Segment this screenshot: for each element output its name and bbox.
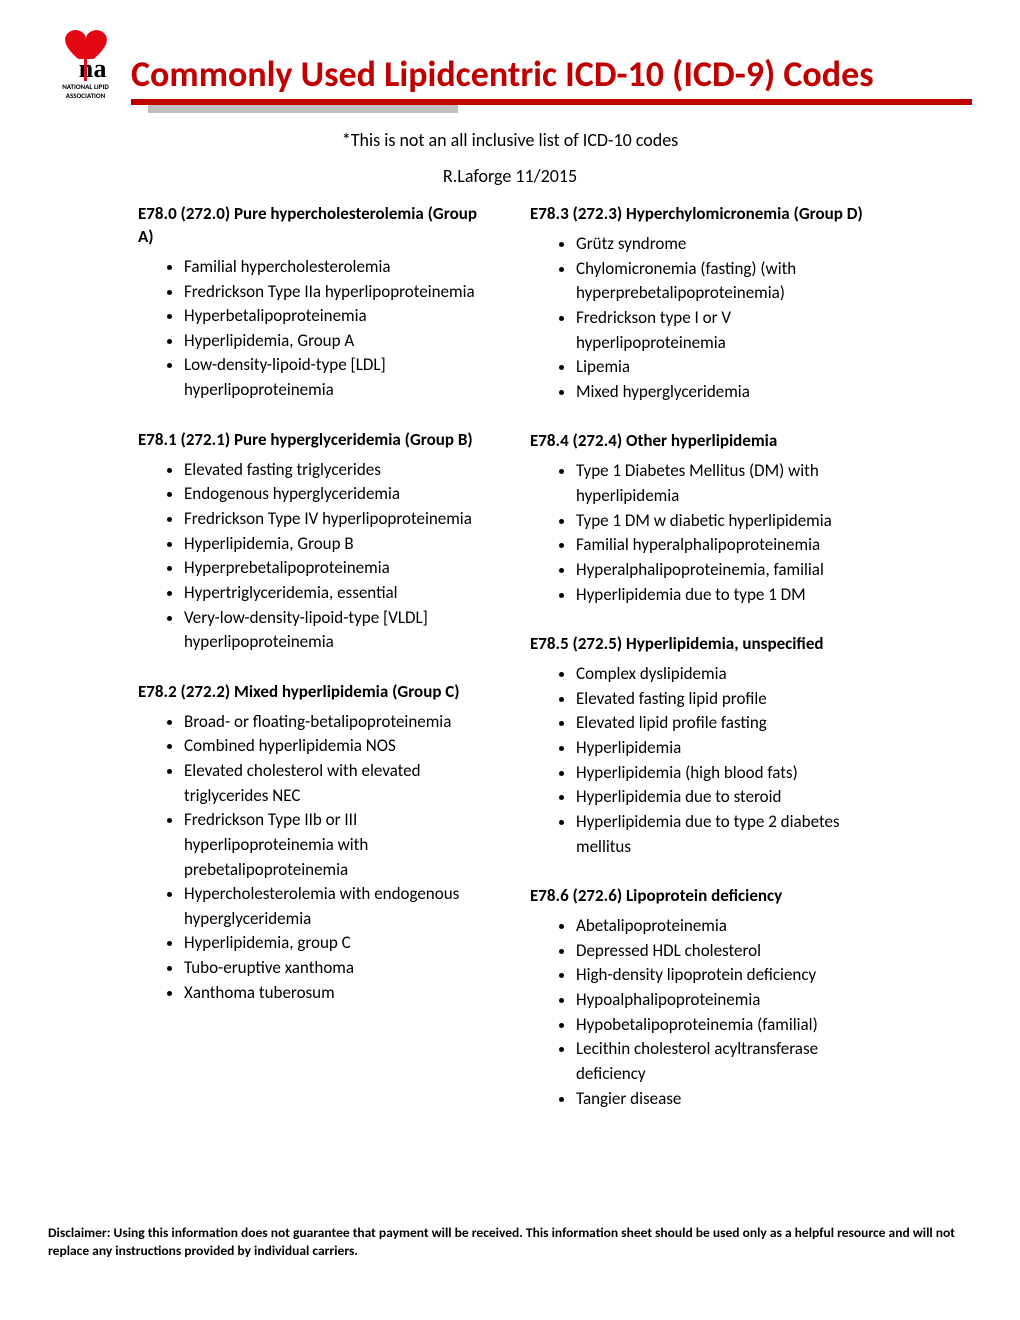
list-item: High-density lipoprotein deficiency: [576, 963, 882, 988]
list-item: Type 1 Diabetes Mellitus (DM) with hyper…: [576, 459, 882, 508]
list-item: Fredrickson Type IV hyperlipoproteinemia: [184, 507, 490, 532]
list-item: Hyperbetalipoproteinemia: [184, 304, 490, 329]
list-item: Elevated cholesterol with elevated trigl…: [184, 759, 490, 808]
code-section: E78.1 (272.1) Pure hyperglyceridemia (Gr…: [138, 429, 490, 655]
list-item: Broad- or floating-betalipoproteinemia: [184, 710, 490, 735]
list-item: Mixed hyperglyceridemia: [576, 380, 882, 405]
section-title: E78.6 (272.6) Lipoprotein deficiency: [530, 885, 882, 908]
list-item: Elevated fasting lipid profile: [576, 687, 882, 712]
nla-logo: n a NATIONAL LIPID ASSOCIATION: [48, 25, 123, 99]
item-list: Elevated fasting triglyceridesEndogenous…: [138, 458, 490, 655]
title-block: Commonly Used Lipidcentric ICD-10 (ICD-9…: [131, 55, 972, 99]
list-item: Fredrickson Type IIa hyperlipoproteinemi…: [184, 280, 490, 305]
subtitle: *This is not an all inclusive list of IC…: [48, 129, 972, 151]
svg-text:a: a: [93, 54, 106, 81]
logo-text-bottom: ASSOCIATION: [48, 92, 123, 99]
list-item: Hyperlipidemia, group C: [184, 931, 490, 956]
list-item: Tangier disease: [576, 1087, 882, 1112]
logo-text-top: NATIONAL LIPID: [48, 83, 123, 90]
section-title: E78.2 (272.2) Mixed hyperlipidemia (Grou…: [138, 681, 490, 704]
list-item: Hypercholesterolemia with endogenous hyp…: [184, 882, 490, 931]
list-item: Fredrickson Type IIb or III hyperlipopro…: [184, 808, 490, 882]
list-item: Xanthoma tuberosum: [184, 981, 490, 1006]
list-item: Hyperlipidemia due to type 1 DM: [576, 583, 882, 608]
item-list: Grütz syndromeChylomicronemia (fasting) …: [530, 232, 882, 404]
code-section: E78.2 (272.2) Mixed hyperlipidemia (Grou…: [138, 681, 490, 1006]
list-item: Tubo-eruptive xanthoma: [184, 956, 490, 981]
list-item: Hyperlipidemia (high blood fats): [576, 761, 882, 786]
item-list: Complex dyslipidemiaElevated fasting lip…: [530, 662, 882, 859]
list-item: Hyperprebetalipoproteinemia: [184, 556, 490, 581]
list-item: Type 1 DM w diabetic hyperlipidemia: [576, 509, 882, 534]
list-item: Fredrickson type I or V hyperlipoprotein…: [576, 306, 882, 355]
content-columns: E78.0 (272.0) Pure hypercholesterolemia …: [48, 203, 972, 1137]
list-item: Endogenous hyperglyceridemia: [184, 482, 490, 507]
section-title: E78.3 (272.3) Hyperchylomicronemia (Grou…: [530, 203, 882, 226]
section-title: E78.0 (272.0) Pure hypercholesterolemia …: [138, 203, 490, 249]
header: n a NATIONAL LIPID ASSOCIATION Commonly …: [48, 25, 972, 99]
list-item: Depressed HDL cholesterol: [576, 939, 882, 964]
right-column: E78.3 (272.3) Hyperchylomicronemia (Grou…: [530, 203, 882, 1137]
section-title: E78.5 (272.5) Hyperlipidemia, unspecifie…: [530, 633, 882, 656]
list-item: Hypobetalipoproteinemia (familial): [576, 1013, 882, 1038]
item-list: AbetalipoproteinemiaDepressed HDL choles…: [530, 914, 882, 1111]
list-item: Lipemia: [576, 355, 882, 380]
list-item: Hyperlipidemia due to type 2 diabetes me…: [576, 810, 882, 859]
heart-logo-icon: n a: [56, 25, 116, 81]
code-section: E78.6 (272.6) Lipoprotein deficiency Abet…: [530, 885, 882, 1111]
grey-underline: [148, 105, 458, 113]
code-section: E78.3 (272.3) Hyperchylomicronemia (Grou…: [530, 203, 882, 404]
list-item: Hyperlipidemia, Group A: [184, 329, 490, 354]
disclaimer: Disclaimer: Using this information does …: [48, 1224, 972, 1260]
item-list: Type 1 Diabetes Mellitus (DM) with hyper…: [530, 459, 882, 607]
left-column: E78.0 (272.0) Pure hypercholesterolemia …: [138, 203, 490, 1137]
list-item: Chylomicronemia (fasting) (with hyperpre…: [576, 257, 882, 306]
list-item: Complex dyslipidemia: [576, 662, 882, 687]
list-item: Hyperalphalipoproteinemia, familial: [576, 558, 882, 583]
code-section: E78.5 (272.5) Hyperlipidemia, unspecifie…: [530, 633, 882, 859]
list-item: Familial hypercholesterolemia: [184, 255, 490, 280]
list-item: Hypoalphalipoproteinemia: [576, 988, 882, 1013]
item-list: Familial hypercholesterolemiaFredrickson…: [138, 255, 490, 403]
author-line: R.Laforge 11/2015: [48, 165, 972, 187]
list-item: Very-low-density-lipoid-type [VLDL] hype…: [184, 606, 490, 655]
section-title: E78.1 (272.1) Pure hyperglyceridemia (Gr…: [138, 429, 490, 452]
list-item: Elevated lipid profile fasting: [576, 711, 882, 736]
list-item: Hyperlipidemia: [576, 736, 882, 761]
list-item: Elevated fasting triglycerides: [184, 458, 490, 483]
list-item: Hyperlipidemia, Group B: [184, 532, 490, 557]
list-item: Abetalipoproteinemia: [576, 914, 882, 939]
item-list: Broad- or floating-betalipoproteinemiaCo…: [138, 710, 490, 1006]
list-item: Grütz syndrome: [576, 232, 882, 257]
list-item: Hyperlipidemia due to steroid: [576, 785, 882, 810]
list-item: Lecithin cholesterol acyltransferase def…: [576, 1037, 882, 1086]
list-item: Combined hyperlipidemia NOS: [184, 734, 490, 759]
list-item: Hypertriglyceridemia, essential: [184, 581, 490, 606]
code-section: E78.0 (272.0) Pure hypercholesterolemia …: [138, 203, 490, 403]
list-item: Familial hyperalphalipoproteinemia: [576, 533, 882, 558]
list-item: Low-density-lipoid-type [LDL] hyperlipop…: [184, 353, 490, 402]
code-section: E78.4 (272.4) Other hyperlipidemia Type 1…: [530, 430, 882, 607]
page-title: Commonly Used Lipidcentric ICD-10 (ICD-9…: [131, 55, 972, 99]
section-title: E78.4 (272.4) Other hyperlipidemia: [530, 430, 882, 453]
